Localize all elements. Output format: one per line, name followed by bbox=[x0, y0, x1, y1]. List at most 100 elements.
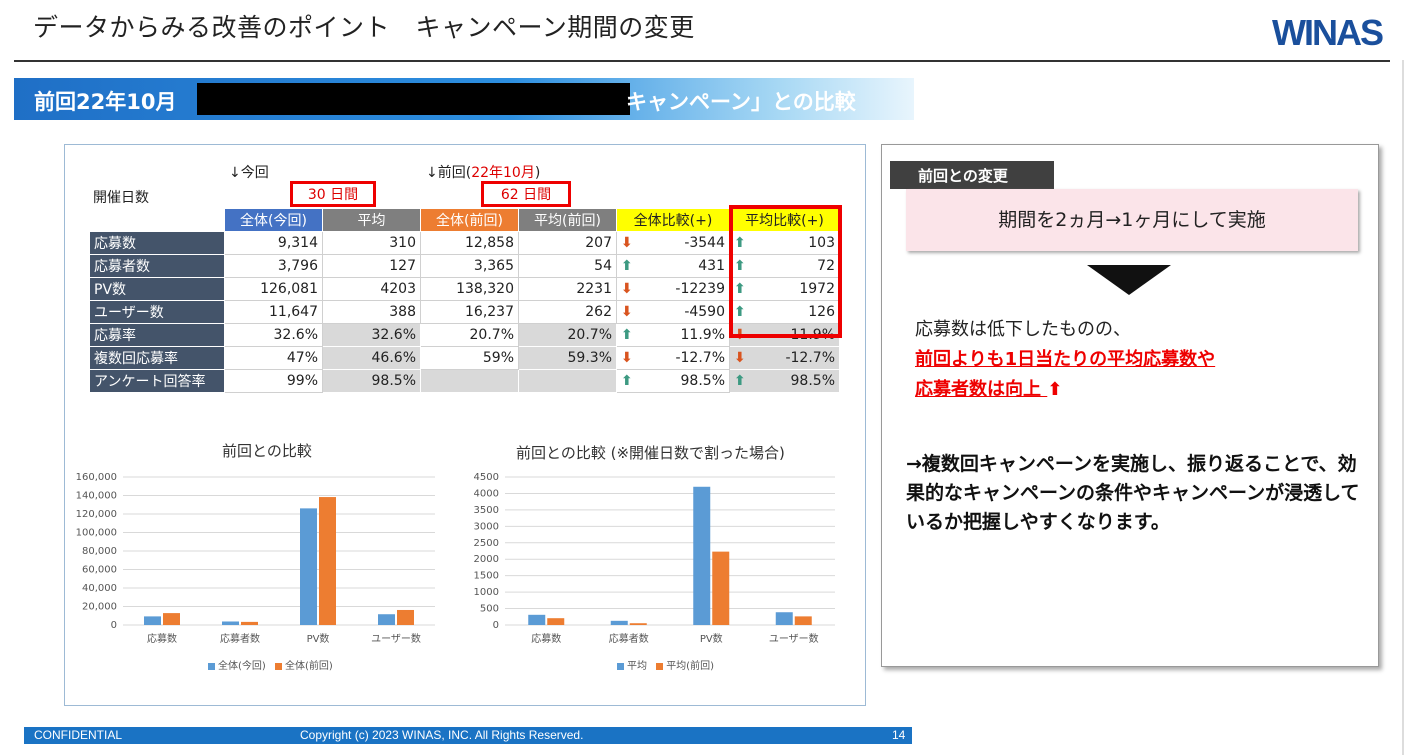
bar bbox=[693, 486, 711, 625]
table-cell: 32.6% bbox=[224, 323, 323, 347]
legend-swatch bbox=[208, 662, 215, 670]
table-cell: 12,858 bbox=[420, 231, 519, 255]
days-label: 開催日数 bbox=[93, 190, 149, 206]
table-cell: 2231 bbox=[518, 277, 617, 301]
bar bbox=[794, 616, 812, 625]
cell-value: 32.6% bbox=[273, 327, 318, 343]
arrow-up-icon: ⬆ bbox=[621, 373, 633, 389]
x-tick-label: ユーザー数 bbox=[769, 632, 819, 645]
table-cell: 3,365 bbox=[420, 254, 519, 278]
cell-value: 72 bbox=[817, 258, 835, 274]
arrow-down-icon: ⬇ bbox=[734, 350, 746, 366]
y-tick-label: 1500 bbox=[474, 571, 499, 582]
y-tick-label: 4500 bbox=[474, 472, 499, 483]
table-cell: 98.5% bbox=[322, 369, 421, 393]
table-row: PV数 126,081 4203 138,320 2231 ⬇ -12239 ⬆ 1972 bbox=[89, 277, 840, 301]
row-header: アンケート回答率 bbox=[89, 369, 225, 393]
conclusion-text: →複数回キャンペーンを実施し、振り返ることで、効果的なキャンペーンの条件やキャン… bbox=[906, 453, 1360, 533]
chart-1-title: 前回との比較 bbox=[222, 442, 312, 460]
table-cell: 126,081 bbox=[224, 277, 323, 301]
table-corner bbox=[89, 208, 225, 232]
legend-label: 全体(今回) bbox=[218, 661, 266, 672]
table-row: ユーザー数 11,647 388 16,237 262 ⬇ -4590 ⬆ 126 bbox=[89, 300, 840, 324]
avg-compare-highlight bbox=[729, 205, 842, 338]
arrow-down-icon: ⬇ bbox=[621, 281, 633, 297]
table-cell: 20.7% bbox=[518, 323, 617, 347]
row-header: 応募率 bbox=[89, 323, 225, 347]
x-tick-label: 応募数 bbox=[531, 632, 561, 645]
table-cell: 262 bbox=[518, 300, 617, 324]
table-cell: 59.3% bbox=[518, 346, 617, 370]
table-cell: ⬇ -3544 bbox=[616, 231, 730, 255]
y-tick-label: 2000 bbox=[474, 554, 499, 565]
result-line-3: 応募者数は向上 bbox=[915, 379, 1041, 400]
slide-title: データからみる改善のポイント キャンペーン期間の変更 bbox=[33, 13, 695, 42]
bar bbox=[528, 614, 546, 625]
arrow-down-icon: ⬇ bbox=[621, 350, 633, 366]
table-cell: 11,647 bbox=[224, 300, 323, 324]
col-header: 平均 bbox=[322, 208, 421, 232]
legend-label: 平均 bbox=[627, 661, 647, 672]
bar bbox=[397, 609, 414, 625]
y-tick-label: 3500 bbox=[474, 505, 499, 516]
previous-label-close: ) bbox=[534, 165, 541, 181]
cell-value: 9,314 bbox=[277, 235, 318, 251]
x-tick-label: PV数 bbox=[700, 632, 723, 645]
y-tick-label: 20,000 bbox=[82, 602, 117, 613]
table-cell: 9,314 bbox=[224, 231, 323, 255]
table-cell: ⬇ -12.7% bbox=[729, 346, 840, 370]
table-cell: 99% bbox=[224, 369, 323, 393]
table-cell bbox=[420, 369, 519, 393]
table-cell: ⬇ -4590 bbox=[616, 300, 730, 324]
bar bbox=[144, 616, 161, 625]
y-tick-label: 40,000 bbox=[82, 583, 117, 594]
previous-date: 22年10月 bbox=[471, 165, 535, 181]
table-row: 複数回応募率 47% 46.6% 59% 59.3% ⬇ -12.7% ⬇ -12.7% bbox=[89, 346, 840, 370]
cell-value: -12.7% bbox=[785, 350, 835, 366]
cell-value: 59% bbox=[482, 350, 514, 366]
arrow-down-icon: ⬇ bbox=[621, 304, 633, 320]
chart-1: 0 20,000 40,000 60,000 80,000 100,000 120,000 1… bbox=[76, 472, 435, 645]
cell-value: 47% bbox=[286, 350, 318, 366]
footer-page-number: 14 bbox=[892, 728, 906, 742]
header-rule bbox=[14, 60, 1390, 62]
arrow-up-icon: ⬆ bbox=[734, 304, 746, 320]
y-tick-label: 60,000 bbox=[82, 565, 117, 576]
y-tick-label: 160,000 bbox=[76, 472, 117, 483]
y-tick-label: 0 bbox=[493, 620, 499, 631]
cell-value: 4203 bbox=[380, 281, 416, 297]
col-header: 平均比較(+) bbox=[729, 208, 840, 232]
cell-value: 127 bbox=[389, 258, 416, 274]
previous-label: ↓前回(22年10月) bbox=[426, 162, 540, 182]
cell-value: 98.5% bbox=[680, 373, 725, 389]
subtitle-right: キャンペーン」との比較 bbox=[626, 90, 856, 114]
result-line-3-wrap: 応募者数は向上 ⬆ bbox=[915, 375, 1215, 405]
change-box: 期間を2ヵ月→1ヶ月にして実施 bbox=[906, 189, 1358, 251]
cell-value: 1972 bbox=[799, 281, 835, 297]
cell-value: 46.6% bbox=[371, 350, 416, 366]
cell-value: -12239 bbox=[675, 281, 725, 297]
cell-value: 11,647 bbox=[269, 304, 318, 320]
table-cell: ⬇ -12.7% bbox=[616, 346, 730, 370]
table-cell: 59% bbox=[420, 346, 519, 370]
result-highlight: 前回よりも1日当たりの平均応募数や 応募者数は向上 ⬆ bbox=[915, 345, 1215, 405]
arrow-up-icon: ⬆ bbox=[621, 258, 633, 274]
cell-value: 16,237 bbox=[465, 304, 514, 320]
arrow-up-icon: ⬆ bbox=[734, 281, 746, 297]
x-tick-label: 応募数 bbox=[147, 632, 177, 645]
current-label: ↓今回 bbox=[229, 165, 269, 181]
y-tick-label: 0 bbox=[111, 620, 117, 631]
y-tick-label: 2500 bbox=[474, 538, 499, 549]
bar bbox=[712, 551, 730, 625]
cell-value: 20.7% bbox=[567, 327, 612, 343]
row-header: PV数 bbox=[89, 277, 225, 301]
table-cell: 388 bbox=[322, 300, 421, 324]
table-cell: 207 bbox=[518, 231, 617, 255]
result-line-2: 前回よりも1日当たりの平均応募数や bbox=[915, 349, 1216, 370]
cell-value: 3,365 bbox=[473, 258, 514, 274]
footer-bar: CONFIDENTIAL Copyright (c) 2023 WINAS, I… bbox=[24, 727, 912, 744]
arrow-down-icon: ⬇ bbox=[621, 235, 633, 251]
result-line-1: 応募数は低下したものの、 bbox=[915, 319, 1131, 340]
x-tick-label: 応募者数 bbox=[609, 632, 649, 645]
cell-value: 138,320 bbox=[456, 281, 514, 297]
